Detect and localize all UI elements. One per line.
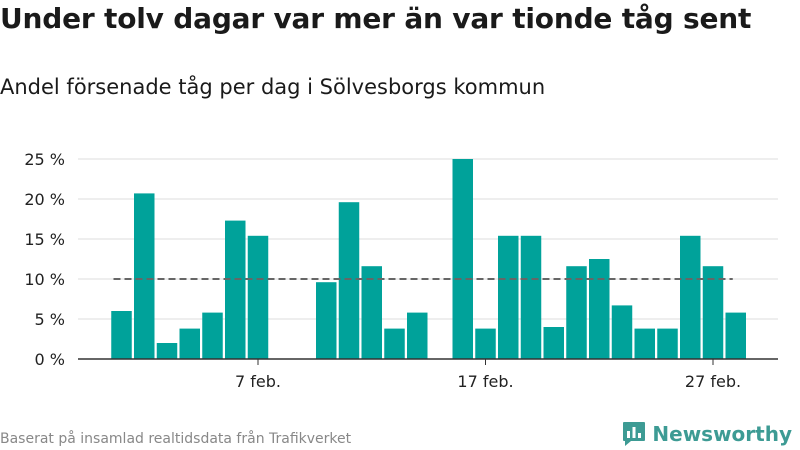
bar [384, 328, 405, 359]
bar [725, 312, 746, 359]
bar [589, 259, 610, 359]
bar [634, 328, 655, 359]
bar-chart: 0 % 5 % 10 % 15 % 20 % 25 % 7 feb. 17 feb. 27 fe… [24, 150, 778, 391]
newsworthy-logo-icon [623, 422, 646, 446]
bar [657, 328, 678, 359]
y-tick-label: 20 % [24, 190, 65, 209]
bar [202, 312, 223, 359]
axes: 0 % 5 % 10 % 15 % 20 % 25 % 7 feb. 17 feb. 27 fe… [24, 150, 778, 391]
bar [566, 266, 587, 359]
gridlines [78, 158, 778, 320]
bar [475, 328, 496, 359]
bar [680, 235, 701, 359]
bar [156, 343, 178, 359]
x-tick-label: 27 feb. [685, 372, 741, 391]
bar [498, 235, 519, 359]
x-tick-label: 17 feb. [457, 372, 513, 391]
bar [247, 235, 269, 359]
bar [543, 327, 564, 359]
bar [338, 202, 360, 359]
y-tick-label: 25 % [24, 150, 65, 169]
source-note: Baserat på insamlad realtidsdata från Tr… [0, 431, 352, 447]
bar [134, 193, 155, 359]
bar [407, 312, 428, 359]
bar [111, 311, 132, 359]
chart-title: Under tolv dagar var mer än var tionde t… [0, 2, 752, 35]
brand-logo: Newsworthy [622, 420, 792, 448]
bars [111, 159, 746, 359]
y-tick-label: 0 % [35, 350, 65, 369]
bar [361, 266, 382, 359]
chart-subtitle: Andel försenade tåg per dag i Sölvesborg… [0, 75, 546, 99]
brand-name: Newsworthy [652, 422, 792, 446]
y-tick-label: 5 % [35, 310, 65, 329]
bar [316, 282, 337, 359]
bar [520, 235, 542, 359]
y-tick-label: 15 % [24, 230, 65, 249]
y-tick-label: 10 % [24, 270, 65, 289]
x-tick-label: 7 feb. [235, 372, 281, 391]
bar [611, 305, 633, 359]
bar [179, 328, 200, 359]
bar [702, 266, 724, 359]
bar [452, 159, 473, 359]
bar [225, 220, 246, 359]
